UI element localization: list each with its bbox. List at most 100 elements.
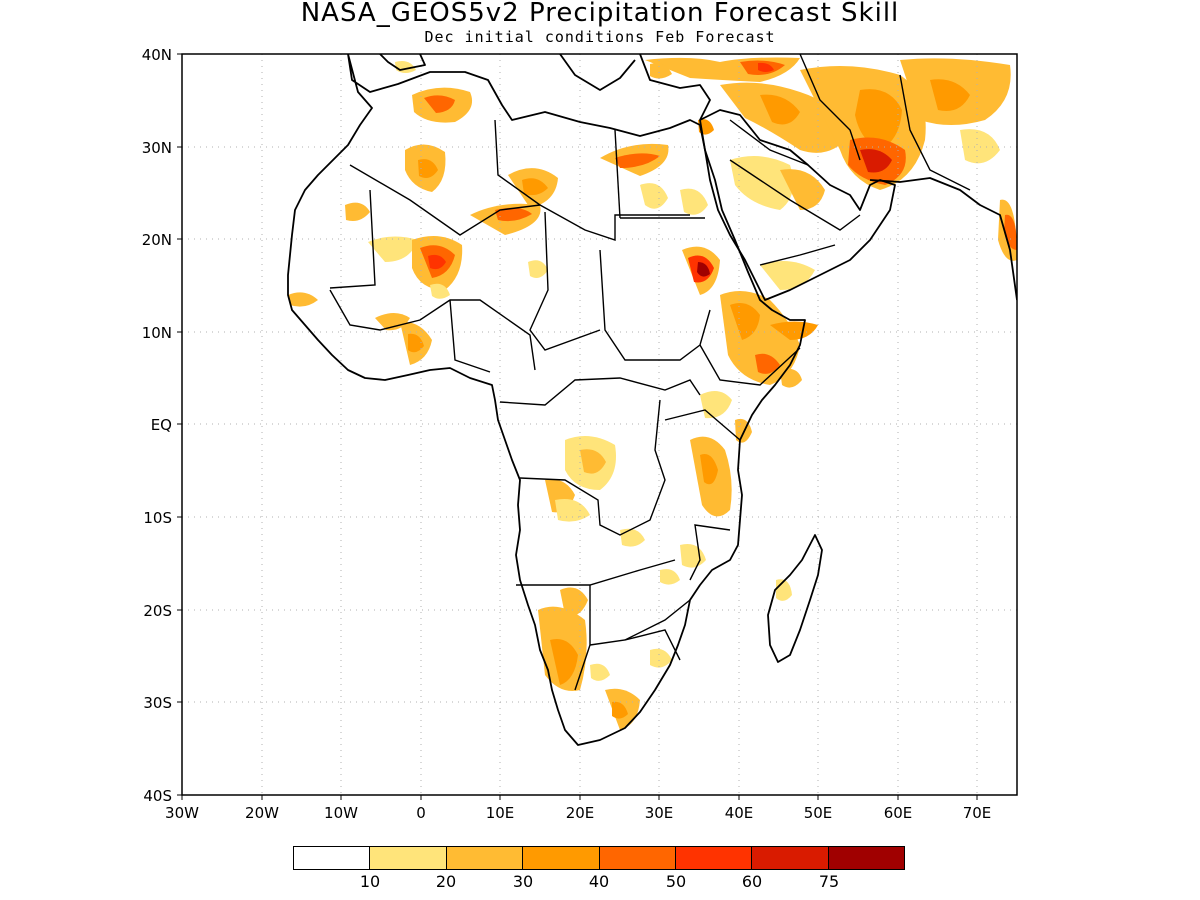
- arabia-coastline: [699, 109, 896, 301]
- skill-area-niger-central-core: [495, 207, 532, 222]
- skill-area-mozambique-north: [680, 544, 706, 568]
- skill-area-iraq-core: [760, 94, 800, 125]
- skill-area-algeria-central-core: [418, 159, 438, 178]
- skill-area-chad-west: [528, 260, 548, 278]
- border-nigeria: [449, 299, 491, 373]
- skill-area-tanzania-core: [700, 454, 718, 485]
- border-drc-east: [519, 399, 666, 536]
- skill-area-ethiopia-core: [730, 302, 760, 340]
- skill-area-saudi-central: [680, 188, 708, 215]
- skill-area-iran-south-peak: [860, 149, 892, 173]
- colorbar-box: [675, 847, 753, 869]
- skill-area-libya-core: [615, 153, 660, 168]
- lon-tick-label: 30W: [165, 804, 199, 822]
- colorbar-label: 20: [435, 872, 457, 891]
- colorbar-label: 40: [588, 872, 610, 891]
- colorbar-label: 50: [665, 872, 687, 891]
- lat-tick-label: 10N: [142, 324, 172, 342]
- coastlines: [287, 54, 1017, 746]
- skill-area-zambia: [620, 528, 645, 547]
- border-chad: [529, 211, 601, 351]
- skill-area-mali-west: [368, 236, 418, 262]
- skill-area-sudan-peak: [697, 262, 710, 277]
- skill-area-arabia-north: [730, 156, 794, 210]
- border-mauritania-mali: [329, 189, 376, 289]
- skill-area-somalia-south: [780, 368, 802, 388]
- colorbar-label: 30: [512, 872, 534, 891]
- colorbar-box: [294, 847, 371, 869]
- lon-tick-label: 50E: [804, 804, 833, 822]
- skill-area-botswana: [590, 663, 610, 681]
- border-algeria-libya: [494, 119, 541, 206]
- asia-coastline: [869, 177, 1017, 301]
- skill-area-algeria-north-core: [424, 95, 455, 113]
- colorbar: [293, 846, 905, 870]
- skill-area-turkey-peak: [758, 62, 774, 72]
- border-angola: [516, 559, 676, 586]
- border-southern: [624, 629, 681, 661]
- colorbar-label: 60: [741, 872, 763, 891]
- colorbar-box: [523, 847, 600, 869]
- lon-tick-label: 20E: [566, 804, 595, 822]
- skill-area-nigeria-small: [430, 283, 450, 299]
- colorbar-box: [752, 847, 829, 869]
- map-subtitle: Dec initial conditions Feb Forecast: [424, 28, 776, 46]
- colorbar-box: [599, 847, 676, 869]
- border-libya-egypt: [614, 129, 621, 219]
- europe-coast: [559, 54, 636, 91]
- skill-area-ethiopia-east: [770, 321, 818, 340]
- iberia-coast: [379, 54, 426, 71]
- longitude-labels: 30W 20W 10W 0 10E 20E 30E 40E 50E 60E 70…: [165, 804, 991, 822]
- border-sudan-south: [599, 249, 711, 361]
- skill-area-yemen: [760, 261, 815, 290]
- skill-area-kenya: [700, 391, 732, 419]
- skill-area-somalia: [755, 353, 780, 374]
- lat-tick-label: 40S: [143, 787, 172, 805]
- border-yemen: [759, 244, 836, 266]
- latitude-labels: 40N 30N 20N 10N EQ 10S 20S 30S 40S: [142, 46, 172, 805]
- skill-area-south-africa-core: [612, 701, 628, 719]
- mediterranean-north-coast: [639, 54, 711, 121]
- lon-tick-label: 30E: [645, 804, 674, 822]
- lon-tick-label: 40E: [725, 804, 754, 822]
- skill-area-libya-south: [640, 183, 668, 209]
- skill-area-namibia-north: [560, 587, 588, 616]
- skill-area-arabia: [780, 169, 825, 210]
- border-mozambique: [689, 524, 731, 581]
- map-title: NASA_GEOS5v2 Precipitation Forecast Skil…: [300, 0, 900, 28]
- lon-tick-label: 0: [416, 804, 426, 822]
- skill-area-niger-north-core: [522, 178, 548, 196]
- lon-tick-label: 60E: [884, 804, 913, 822]
- border-tanzania: [664, 409, 741, 441]
- skill-area-mauritania: [345, 202, 370, 221]
- lat-tick-label: 10S: [143, 509, 172, 527]
- skill-area-kwazulu: [650, 648, 672, 668]
- skill-area-angola: [555, 499, 590, 522]
- skill-area-tunisia: [650, 63, 672, 79]
- skill-shading: [288, 57, 1017, 730]
- lat-tick-label: 40N: [142, 46, 172, 64]
- lat-tick-label: EQ: [151, 416, 172, 434]
- skill-area-pakistan-core: [930, 79, 970, 111]
- border-arabia: [729, 159, 861, 231]
- skill-area-madagascar: [776, 579, 792, 601]
- skill-area-afghanistan: [960, 129, 1000, 164]
- border-botswana: [589, 599, 691, 646]
- lon-tick-label: 70E: [963, 804, 992, 822]
- skill-area-guinea: [288, 292, 318, 307]
- skill-area-ghana-core: [408, 333, 424, 353]
- skill-area-zimbabwe: [660, 569, 680, 585]
- lat-tick-label: 20S: [143, 602, 172, 620]
- border-middle-east: [729, 119, 809, 166]
- skill-area-mali-east-peak: [428, 254, 446, 270]
- lon-tick-label: 20W: [245, 804, 279, 822]
- skill-area-namibia-core: [550, 639, 578, 685]
- skill-area-congo-core: [580, 449, 606, 474]
- lat-tick-label: 20N: [142, 231, 172, 249]
- colorbar-label: 10: [359, 872, 381, 891]
- border-congo: [499, 377, 701, 406]
- country-borders: [329, 54, 971, 691]
- lat-tick-label: 30S: [143, 694, 172, 712]
- lon-tick-label: 10W: [324, 804, 358, 822]
